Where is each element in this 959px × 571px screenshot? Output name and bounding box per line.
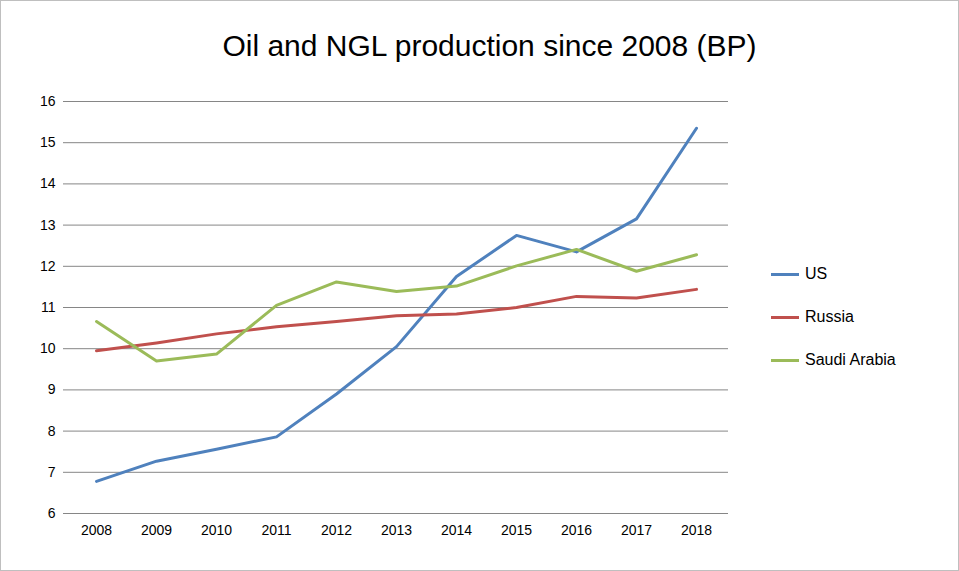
svg-text:2011: 2011 <box>261 522 291 538</box>
svg-text:7: 7 <box>48 464 56 480</box>
svg-text:15: 15 <box>40 134 56 150</box>
html-text:Russia: Russia <box>805 308 854 325</box>
svg-text:14: 14 <box>40 175 56 191</box>
html-text:US: US <box>805 265 828 282</box>
html-text:Saudi Arabia: Saudi Arabia <box>805 351 896 368</box>
svg-text:13: 13 <box>40 217 56 233</box>
svg-text:16: 16 <box>40 93 56 109</box>
svg-text:2012: 2012 <box>321 522 352 538</box>
svg-text:6: 6 <box>48 505 56 521</box>
svg-text:12: 12 <box>40 258 56 274</box>
svg-text:2017: 2017 <box>621 522 652 538</box>
svg-text:10: 10 <box>40 340 56 356</box>
svg-text:2010: 2010 <box>201 522 232 538</box>
svg-text:2009: 2009 <box>141 522 172 538</box>
svg-text:2014: 2014 <box>441 522 472 538</box>
svg-text:2018: 2018 <box>681 522 712 538</box>
svg-text:2015: 2015 <box>501 522 532 538</box>
svg-text:2008: 2008 <box>81 522 112 538</box>
svg-text:2016: 2016 <box>561 522 592 538</box>
svg-text:8: 8 <box>48 423 56 439</box>
html-text:Oil and NGL production since 2: Oil and NGL production since 2008 (BP) <box>222 29 757 62</box>
svg-text:9: 9 <box>48 381 56 397</box>
svg-text:11: 11 <box>41 299 56 315</box>
svg-text:2013: 2013 <box>381 522 412 538</box>
